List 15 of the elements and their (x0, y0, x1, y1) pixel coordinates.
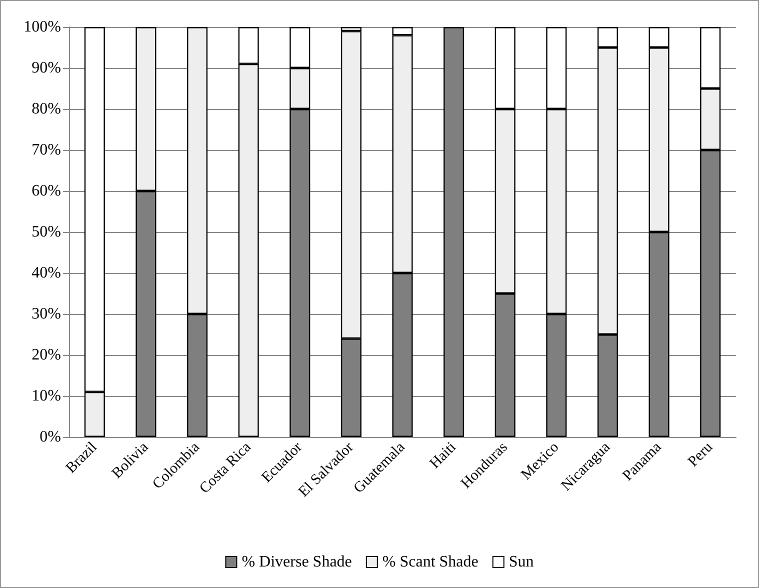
y-tick-label: 90% (32, 60, 61, 76)
y-tick-label: 70% (32, 142, 61, 158)
y-tick-label: 10% (32, 388, 61, 404)
y-tick-label: 40% (32, 264, 61, 282)
y-tick-label: 50% (32, 224, 61, 240)
y-tick-label: 80% (32, 100, 61, 118)
legend-label: % Diverse Shade (242, 554, 352, 570)
x-tick-label: Peru (685, 438, 716, 470)
y-tick-label: 100% (24, 18, 61, 36)
y-tick-label: 30% (32, 306, 61, 322)
legend-label: Sun (508, 554, 534, 570)
y-tick-label: 20% (32, 346, 61, 364)
legend-label: % Scant Shade (382, 554, 478, 570)
y-tick-label: 60% (32, 182, 61, 200)
y-tick-label: 0% (40, 428, 61, 446)
